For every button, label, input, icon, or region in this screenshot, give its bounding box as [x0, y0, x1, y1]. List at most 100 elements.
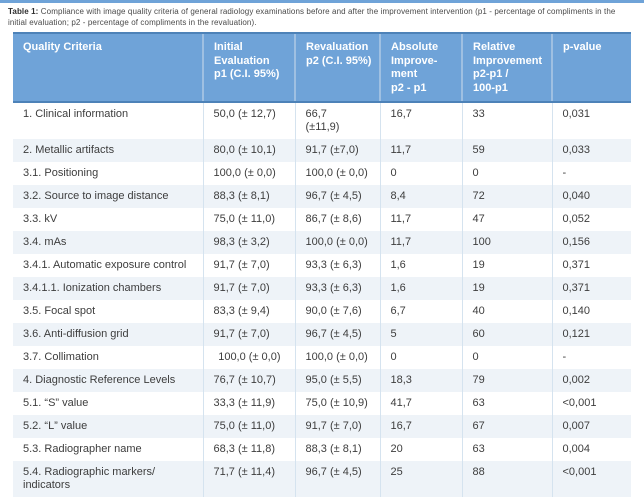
cell-rel: 59: [461, 139, 552, 162]
cell-criteria: 4. Diagnostic Reference Levels: [23, 374, 176, 386]
cell-criteria: 5.2. “L” value: [23, 420, 88, 432]
cell-p1: 33,3 (± 11,9): [202, 392, 295, 415]
quality-criteria-table: Quality Criteria Initial Evaluation p1 (…: [13, 32, 631, 497]
cell-p: 0,033: [551, 139, 631, 162]
cell-rel: 67: [461, 415, 552, 438]
cell-rel: 79: [461, 369, 552, 392]
cell-p: 0,007: [551, 415, 631, 438]
header-row: Quality Criteria Initial Evaluation p1 (…: [13, 32, 631, 103]
cell-criteria: 3.1. Positioning: [23, 167, 99, 179]
cell-p: 0,140: [551, 300, 631, 323]
cell-p1: 80,0 (± 10,1): [202, 139, 295, 162]
cell-criteria: 1. Clinical information: [23, 108, 129, 120]
cell-criteria: 3.4.1. Automatic exposure control: [23, 259, 187, 271]
cell-p: <0,001: [551, 392, 631, 415]
cell-p2: 96,7 (± 4,5): [294, 461, 380, 497]
table-row: 3.4.1. Automatic exposure control 91,7 (±…: [13, 254, 631, 277]
table-row: 5.2. “L” value 75,0 (± 11,0) 91,7 (± 7,0) 1…: [13, 415, 631, 438]
cell-rel: 72: [461, 185, 552, 208]
cell-rel: 100: [461, 231, 552, 254]
table-caption-text: Compliance with image quality criteria o…: [8, 7, 616, 27]
cell-p1: 100,0 (± 0,0): [202, 162, 295, 185]
cell-p1: 68,3 (± 11,8): [202, 438, 295, 461]
cell-p1: 76,7 (± 10,7): [202, 369, 295, 392]
cell-p2: 96,7 (± 4,5): [294, 323, 380, 346]
cell-p2: 75,0 (± 10,9): [294, 392, 380, 415]
top-accent-bar: [0, 0, 644, 3]
cell-p: 0,004: [551, 438, 631, 461]
cell-abs: 11,7: [379, 231, 462, 254]
cell-abs: 1,6: [379, 277, 462, 300]
cell-rel: 63: [461, 392, 552, 415]
table-body: 1. Clinical information 50,0 (± 12,7) 66,7…: [13, 102, 631, 497]
cell-p: 0,002: [551, 369, 631, 392]
table-row: 3.6. Anti-diffusion grid 91,7 (± 7,0) 96,7…: [13, 323, 631, 346]
table-row: 1. Clinical information 50,0 (± 12,7) 66,7…: [13, 102, 631, 139]
cell-p2: 90,0 (± 7,6): [294, 300, 380, 323]
table-caption: Table 1: Compliance with image quality c…: [8, 7, 636, 28]
cell-criteria: 3.5. Focal spot: [23, 305, 96, 317]
column-header-relative-improvement: Relative Improvement p2-p1 / 100-p1: [461, 32, 552, 103]
cell-abs: 0: [379, 162, 462, 185]
cell-abs: 18,3: [379, 369, 462, 392]
column-header-p-value: p-value: [551, 32, 631, 103]
cell-abs: 16,7: [379, 415, 462, 438]
cell-p2: 93,3 (± 6,3): [294, 254, 380, 277]
cell-abs: 16,7: [379, 102, 462, 139]
cell-p: 0,371: [551, 277, 631, 300]
cell-p: 0,156: [551, 231, 631, 254]
table-row: 5.3. Radiographer name 68,3 (± 11,8) 88,3 …: [13, 438, 631, 461]
cell-p1: 91,7 (± 7,0): [202, 323, 295, 346]
cell-abs: 0: [379, 346, 462, 369]
cell-rel: 19: [461, 254, 552, 277]
cell-p: 0,040: [551, 185, 631, 208]
cell-p: 0,371: [551, 254, 631, 277]
cell-rel: 88: [461, 461, 552, 497]
cell-criteria: 3.3. kV: [23, 213, 58, 225]
cell-p1: 75,0 (± 11,0): [202, 208, 295, 231]
table-header: Quality Criteria Initial Evaluation p1 (…: [13, 32, 631, 103]
cell-abs: 1,6: [379, 254, 462, 277]
cell-rel: 40: [461, 300, 552, 323]
cell-p: <0,001: [551, 461, 631, 497]
cell-abs: 8,4: [379, 185, 462, 208]
cell-rel: 0: [461, 346, 552, 369]
cell-criteria: 3.4. mAs: [23, 236, 67, 248]
cell-p1: 88,3 (± 8,1): [202, 185, 295, 208]
cell-criteria: 3.6. Anti-diffusion grid: [23, 328, 129, 340]
cell-criteria: 5.3. Radiographer name: [23, 443, 142, 455]
table-row: 3.5. Focal spot 83,3 (± 9,4) 90,0 (± 7,6) 6…: [13, 300, 631, 323]
cell-criteria: 3.7. Collimation: [23, 351, 99, 363]
cell-criteria: 3.4.1.1. Ionization chambers: [23, 282, 162, 294]
cell-rel: 19: [461, 277, 552, 300]
cell-rel: 47: [461, 208, 552, 231]
cell-p2: 96,7 (± 4,5): [294, 185, 380, 208]
table-row: 4. Diagnostic Reference Levels 76,7 (± 10…: [13, 369, 631, 392]
cell-p: 0,121: [551, 323, 631, 346]
cell-p2: 91,7 (±7,0): [294, 139, 380, 162]
cell-p2: 100,0 (± 0,0): [294, 231, 380, 254]
column-header-revaluation: Revaluation p2 (C.I. 95%): [294, 32, 380, 103]
cell-p2: 66,7 (±11,9): [294, 102, 380, 139]
table-row: 5.4. Radiographic markers/ indicators 71,…: [13, 461, 631, 497]
cell-p2: 91,7 (± 7,0): [294, 415, 380, 438]
cell-p1: 83,3 (± 9,4): [202, 300, 295, 323]
cell-p: -: [551, 162, 631, 185]
cell-abs: 11,7: [379, 139, 462, 162]
table-row: 3.4. mAs 98,3 (± 3,2) 100,0 (± 0,0) 11,7 100…: [13, 231, 631, 254]
table-row: 3.1. Positioning 100,0 (± 0,0) 100,0 (± 0,…: [13, 162, 631, 185]
cell-p2: 95,0 (± 5,5): [294, 369, 380, 392]
cell-criteria: 2. Metallic artifacts: [23, 144, 115, 156]
column-header-quality-criteria: Quality Criteria: [13, 32, 203, 103]
cell-p1: 100,0 (± 0,0): [202, 346, 295, 369]
cell-p1: 98,3 (± 3,2): [202, 231, 295, 254]
cell-abs: 6,7: [379, 300, 462, 323]
cell-p: 0,031: [551, 102, 631, 139]
table-row: 3.7. Collimation 100,0 (± 0,0) 100,0 (± 0,…: [13, 346, 631, 369]
cell-p1: 75,0 (± 11,0): [202, 415, 295, 438]
cell-abs: 11,7: [379, 208, 462, 231]
cell-abs: 5: [379, 323, 462, 346]
cell-p2: 86,7 (± 8,6): [294, 208, 380, 231]
table-row: 3.2. Source to image distance 88,3 (± 8,1…: [13, 185, 631, 208]
cell-p: -: [551, 346, 631, 369]
